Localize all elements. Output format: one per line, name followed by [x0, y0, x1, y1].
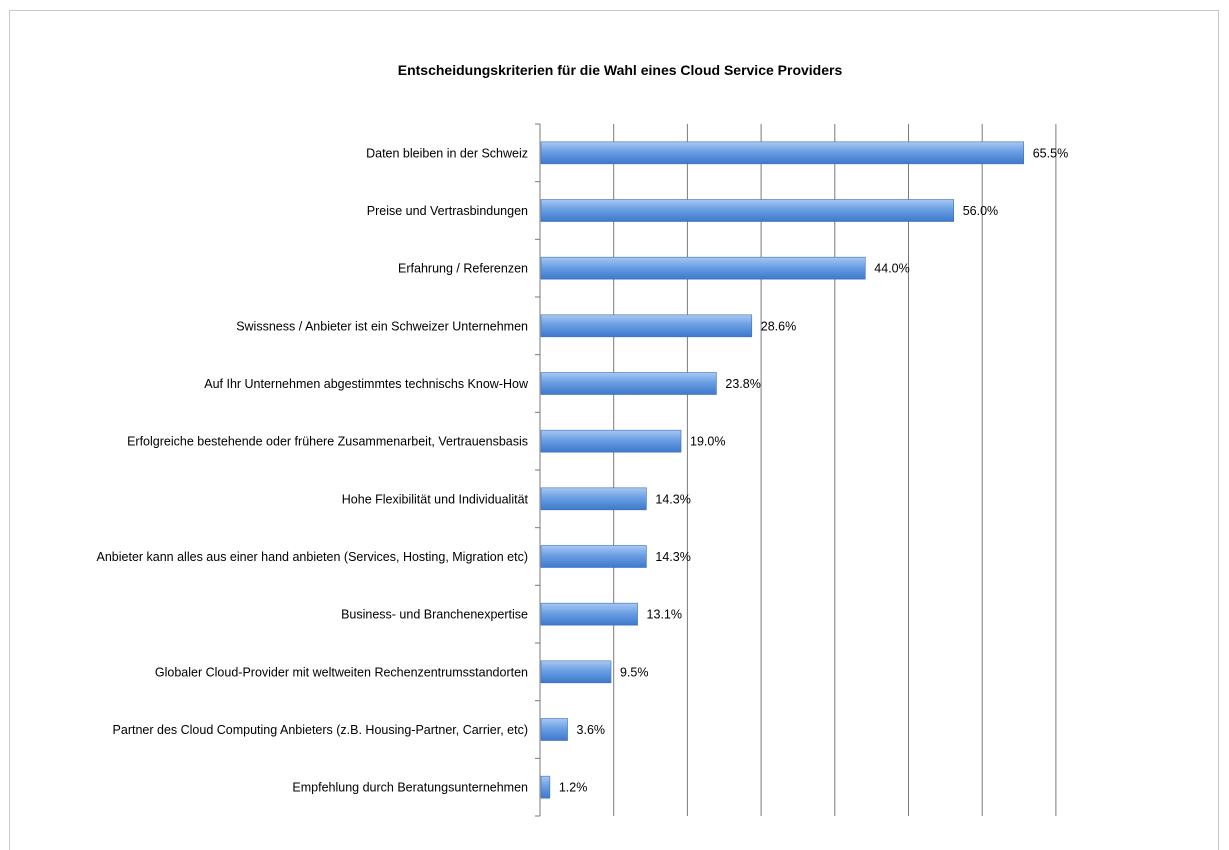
data-label: 1.2%: [559, 781, 588, 795]
data-label: 65.5%: [1033, 146, 1068, 160]
data-label: 23.8%: [725, 377, 760, 391]
bars: [540, 141, 1025, 799]
bar: [540, 314, 753, 338]
bar: [540, 602, 638, 626]
bar: [540, 487, 647, 511]
data-label: 13.1%: [647, 608, 682, 622]
grid-lines: [535, 123, 1057, 817]
bar: [540, 718, 568, 741]
bar: [540, 256, 866, 280]
bar: [540, 372, 717, 395]
data-label: 44.0%: [874, 262, 909, 276]
data-label: 3.6%: [577, 723, 606, 737]
category-label: Globaler Cloud-Provider mit weltweiten R…: [155, 665, 528, 679]
category-label: Partner des Cloud Computing Anbieters (z…: [113, 723, 528, 737]
category-label: Erfolgreiche bestehende oder frühere Zus…: [127, 435, 528, 449]
category-label: Business- und Branchenexpertise: [341, 608, 528, 622]
category-labels: Daten bleiben in der Schweiz Preise und V…: [97, 146, 529, 794]
chart-frame: [9, 10, 1219, 850]
category-label: Anbieter kann alles aus einer hand anbie…: [97, 550, 529, 564]
data-label: 56.0%: [963, 204, 998, 218]
chart-title: Entscheidungskriterien für die Wahl eine…: [398, 62, 843, 78]
bar: [540, 660, 612, 684]
category-label: Auf Ihr Unternehmen abgestimmtes technis…: [204, 377, 529, 391]
data-label: 14.3%: [655, 550, 690, 564]
data-label: 19.0%: [690, 435, 725, 449]
bar: [540, 545, 647, 568]
bar: [540, 775, 551, 799]
bar: [540, 199, 955, 222]
data-label: 14.3%: [655, 492, 690, 506]
bar: [540, 141, 1025, 165]
category-label: Erfahrung / Referenzen: [398, 262, 528, 276]
category-label: Preise und Vertrasbindungen: [367, 204, 528, 218]
category-label: Hohe Flexibilität und Individualität: [342, 492, 529, 506]
value-labels: 65.5% 56.0% 44.0% 28.6% 23.8% 19.0% 14.3% 14.3%…: [559, 146, 1068, 794]
bar: [540, 429, 682, 453]
category-label: Swissness / Anbieter ist ein Schweizer U…: [236, 319, 528, 333]
data-label: 28.6%: [761, 319, 796, 333]
data-label: 9.5%: [620, 665, 649, 679]
category-label: Empfehlung durch Beratungsunternehmen: [292, 781, 528, 795]
category-label: Daten bleiben in der Schweiz: [366, 146, 528, 160]
